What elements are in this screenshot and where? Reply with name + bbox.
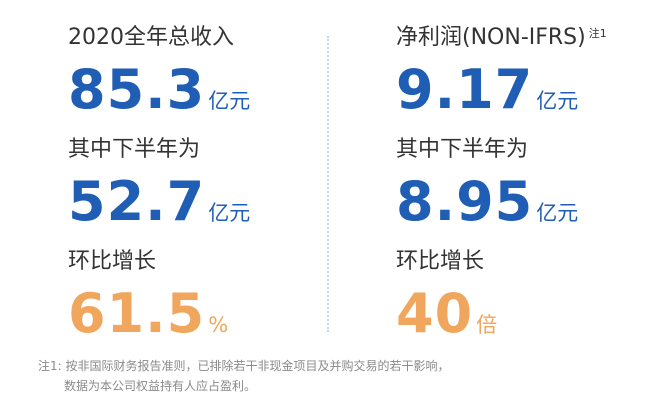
footnote: 注1: 按非国际财务报告准则，已排除若干非现金项目及并购交易的若干影响， 数据为… [38,356,450,396]
metric-unit: % [208,313,229,337]
metric: 8.95 亿元 [396,168,654,236]
footnote-line: 数据为本公司权益持有人应占盈利。 [64,379,257,393]
metric-unit: 亿元 [208,201,251,225]
footnote-text: 按非国际财务报告准则，已排除若干非现金项目及并购交易的若干影响， [65,359,450,373]
footnote-marker: 注1: [38,359,62,373]
metric-value: 61.5 [68,282,206,345]
metric: 61.5% [68,280,348,348]
metric: 9.17 亿元 [396,56,654,124]
metric: 85.3 亿元 [68,56,348,124]
metric-unit: 倍 [476,313,498,337]
metric-label: 其中下半年为 [396,137,529,162]
metric-unit: 亿元 [208,89,251,113]
metric-label: 2020全年总收入 [68,25,234,50]
metric-label-text: 净利润(NON-IFRS) [396,25,586,50]
metric-label: 其中下半年为 [68,137,201,162]
metric-label: 环比增长 [396,249,485,274]
metric-unit: 亿元 [536,89,579,113]
metric-value: 9.17 [396,58,534,121]
note-marker: 注1 [588,27,607,40]
left-column: 2020全年总收入 85.3 亿元 其中下半年为 52.7 亿元 环比增长 61.5… [68,20,348,356]
right-column: 净利润(NON-IFRS) 注1 9.17 亿元 其中下半年为 8.95 亿元 环比增… [396,20,654,356]
metric-value: 40 [396,282,474,345]
metric-value: 85.3 [68,58,206,121]
metric-value: 8.95 [396,170,534,233]
footnote-line: 注1: 按非国际财务报告准则，已排除若干非现金项目及并购交易的若干影响， [38,356,450,376]
metric-label: 净利润(NON-IFRS) 注1 [396,20,654,56]
metric: 52.7 亿元 [68,168,348,236]
metric-unit: 亿元 [536,201,579,225]
metric-label: 环比增长 [68,249,157,274]
metric: 40 倍 [396,280,654,348]
metric-value: 52.7 [68,170,206,233]
divider [327,36,329,332]
